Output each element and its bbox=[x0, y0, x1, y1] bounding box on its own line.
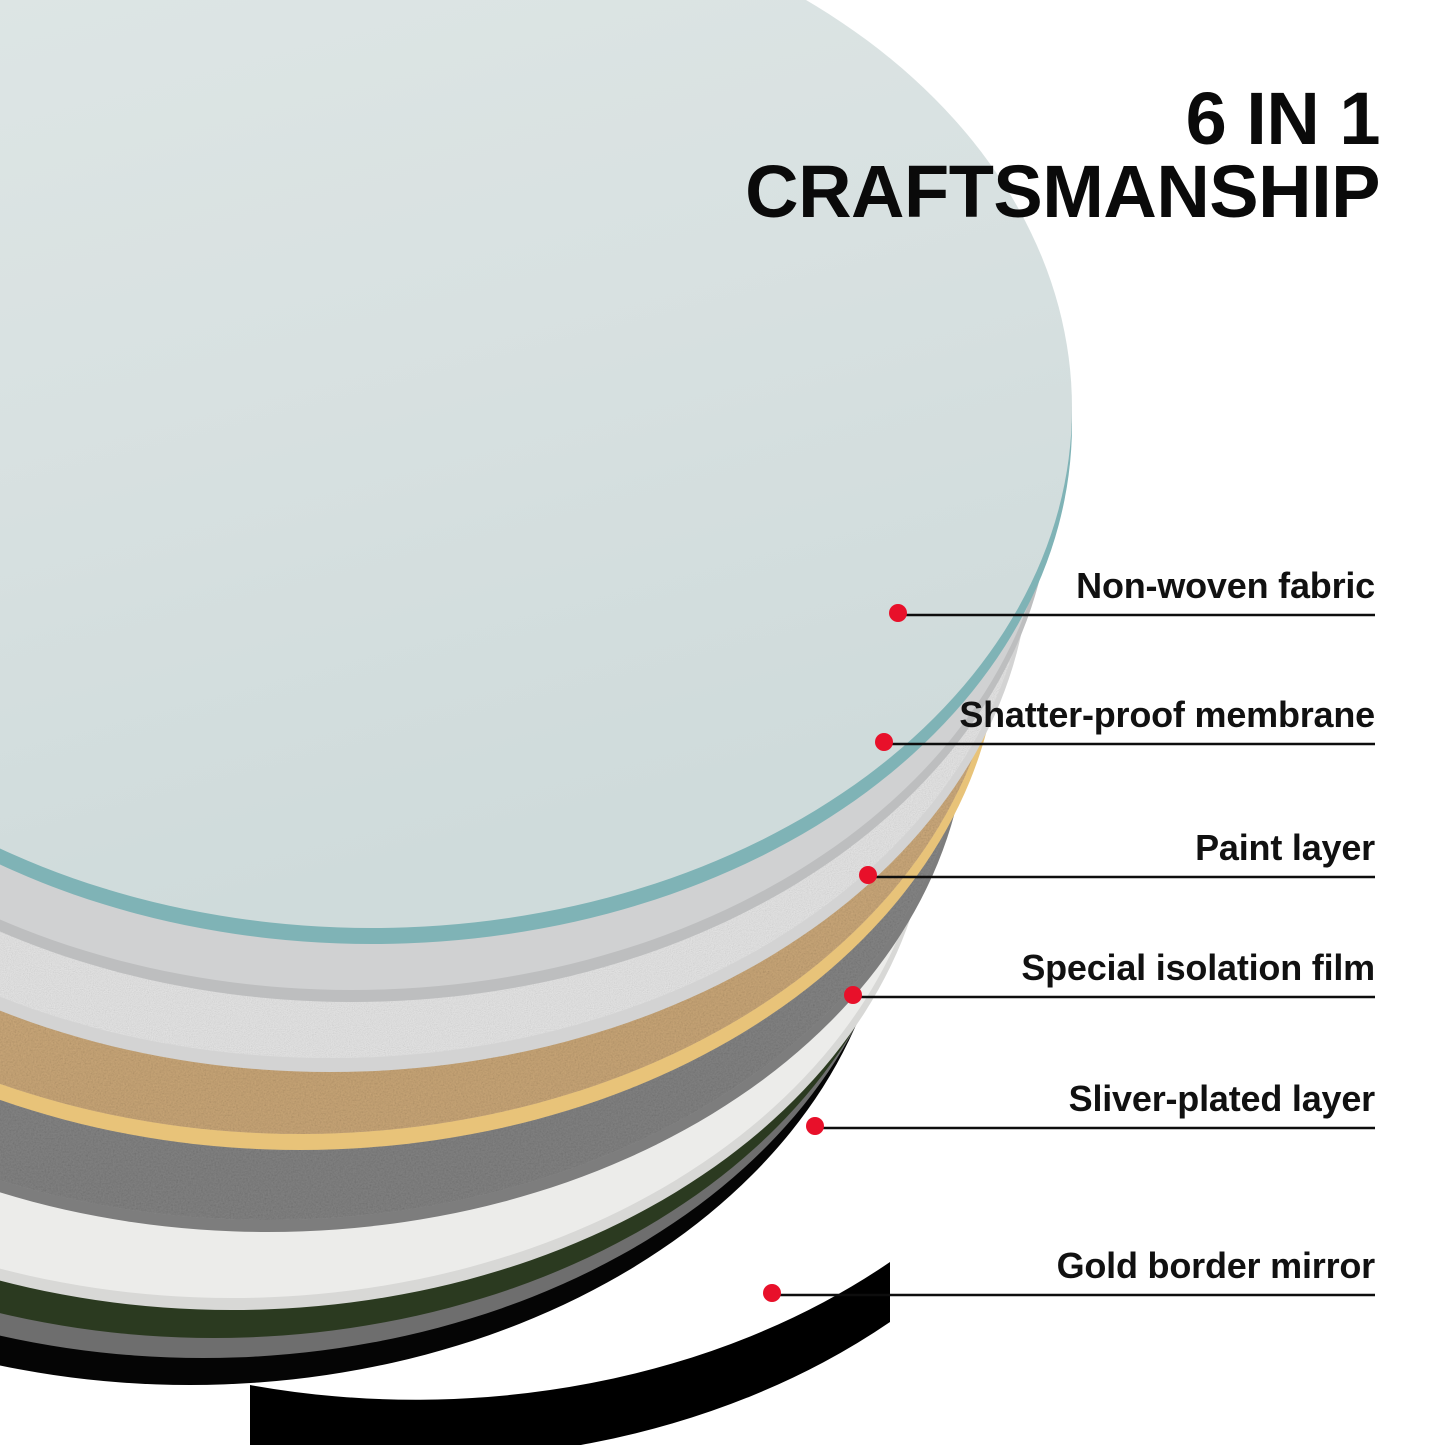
callout-label-non-woven-fabric: Non-woven fabric bbox=[1076, 565, 1375, 606]
marker-dot-shatter-proof-membrane bbox=[875, 733, 893, 751]
callout-label-sliver-plated-layer: Sliver-plated layer bbox=[1068, 1078, 1376, 1119]
marker-dot-special-isolation-film bbox=[844, 986, 862, 1004]
callout-leaders bbox=[763, 604, 1375, 1302]
page-title: 6 IN 1 CRAFTSMANSHIP bbox=[745, 77, 1381, 234]
marker-dot-non-woven-fabric bbox=[889, 604, 907, 622]
callout-label-gold-border-mirror: Gold border mirror bbox=[1056, 1245, 1376, 1286]
callout-label-paint-layer: Paint layer bbox=[1195, 827, 1375, 868]
layer-glass-top bbox=[0, 0, 1072, 944]
marker-dot-sliver-plated-layer bbox=[806, 1117, 824, 1135]
callout-label-shatter-proof-membrane: Shatter-proof membrane bbox=[959, 694, 1375, 735]
marker-dot-paint-layer bbox=[859, 866, 877, 884]
marker-dot-gold-border-mirror bbox=[763, 1284, 781, 1302]
title-line-1: 6 IN 1 bbox=[1185, 77, 1381, 160]
callout-label-special-isolation-film: Special isolation film bbox=[1021, 947, 1375, 988]
title-line-2: CRAFTSMANSHIP bbox=[745, 150, 1380, 234]
